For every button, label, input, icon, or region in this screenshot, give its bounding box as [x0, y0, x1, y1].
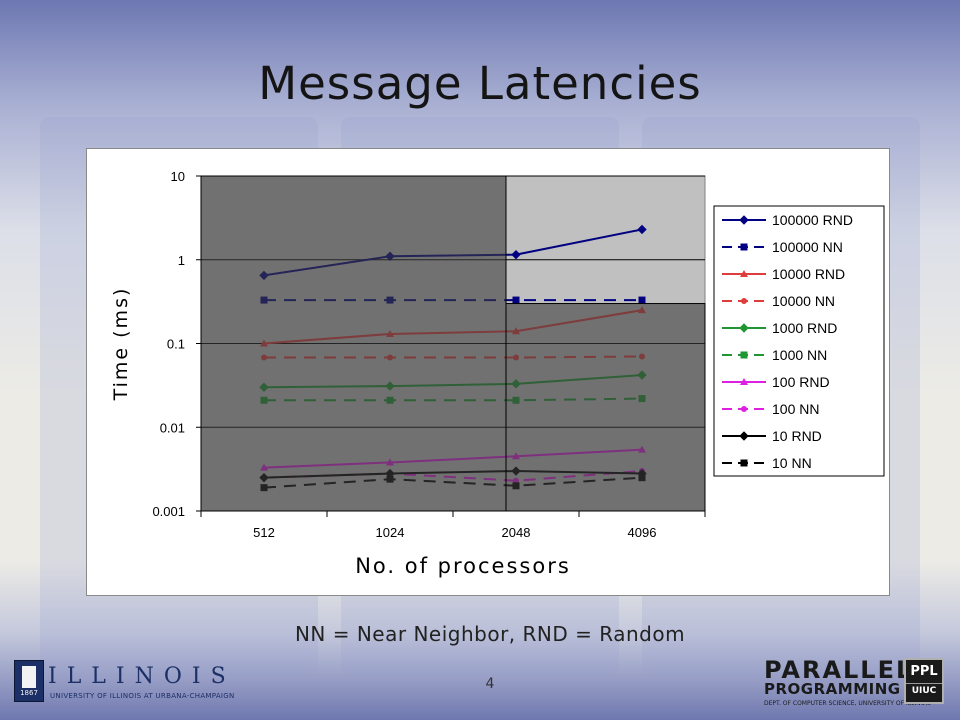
x-tick-label: 512	[253, 525, 275, 540]
chart-container: 0.001 0.01 0.1 1 10 512 1024 2048 4096 No. of pro…	[86, 148, 890, 596]
legend-swatch-marker	[740, 351, 748, 359]
data-point	[638, 296, 646, 304]
legend-swatch-marker	[739, 323, 749, 333]
ppl-badge-top: PPL	[910, 664, 938, 679]
legend-label: 100000 RND	[772, 212, 853, 228]
legend-swatch-marker	[739, 215, 749, 225]
legend-item: 100 NN	[722, 401, 819, 417]
legend-swatch-marker	[740, 378, 748, 385]
x-tick-label: 2048	[502, 525, 531, 540]
legend-footnote: NN = Near Neighbor, RND = Random	[294, 622, 686, 646]
legend-label: 10 RND	[772, 428, 822, 444]
ppl-badge-logo: PPL UIUC	[904, 658, 944, 704]
legend-item: 1000 NN	[722, 347, 827, 363]
illinois-subtitle: UNIVERSITY OF ILLINOIS AT URBANA-CHAMPAI…	[50, 692, 235, 700]
legend-item: 100000 NN	[722, 239, 843, 255]
legend-label: 10000 RND	[772, 266, 845, 282]
legend-item: 100000 RND	[722, 212, 853, 228]
chart-legend: 100000 RND 100000 NN 10000 RND 10000 NN 1000…	[713, 205, 885, 477]
legend-label: 1000 NN	[772, 347, 827, 363]
y-tick-label: 10	[171, 169, 185, 184]
data-point	[511, 249, 521, 260]
latency-chart: 0.001 0.01 0.1 1 10 512 1024 2048 4096 No. of pro…	[110, 169, 885, 578]
legend-label: 1000 RND	[772, 320, 837, 336]
x-tick-label: 4096	[628, 525, 657, 540]
data-point	[512, 296, 520, 304]
legend-swatch-marker	[740, 243, 748, 251]
data-point	[637, 224, 647, 235]
x-tick-label: 1024	[376, 525, 405, 540]
legend-item: 10000 RND	[722, 266, 845, 282]
legend-label: 10000 NN	[772, 293, 835, 309]
legend-item: 1000 RND	[722, 320, 837, 336]
illinois-logo-year: 1867	[20, 689, 38, 697]
ppl-badge-bottom: UIUC	[906, 683, 942, 696]
y-axis-title: Time (ms)	[110, 287, 132, 402]
ppl-logo-line1: PARALLEL	[764, 656, 914, 684]
ppl-logo-line3: DEPT. OF COMPUTER SCIENCE, UNIVERSITY OF…	[764, 700, 931, 707]
legend-swatch-marker	[740, 459, 748, 467]
y-tick-label: 0.01	[160, 420, 185, 435]
illinois-block-i-logo: 1867	[14, 660, 44, 702]
y-tick-label: 0.1	[167, 337, 185, 352]
legend-item: 10 RND	[722, 428, 822, 444]
legend-label: 10 NN	[772, 455, 812, 471]
legend-swatch-marker	[741, 406, 747, 412]
y-tick-label: 1	[178, 253, 185, 268]
legend-swatch-marker	[739, 431, 749, 441]
legend-item: 100 RND	[722, 374, 830, 390]
illinois-wordmark: ILLINOIS	[48, 664, 236, 689]
legend-swatch-marker	[741, 298, 747, 304]
legend-item: 10000 NN	[722, 293, 835, 309]
legend-box	[713, 205, 885, 477]
legend-swatch-marker	[740, 270, 748, 277]
ppl-logo-line2: PROGRAMMING LAB	[764, 680, 941, 698]
page-number: 4	[485, 676, 495, 692]
legend-label: 100000 NN	[772, 239, 843, 255]
overlay-box-right	[505, 303, 706, 512]
y-tick-label: 0.001	[152, 504, 185, 519]
x-axis-title: No. of processors	[355, 554, 571, 578]
legend-label: 100 NN	[772, 401, 819, 417]
overlay-box-left	[200, 175, 507, 512]
slide-title: Message Latencies	[258, 57, 702, 110]
legend-label: 100 RND	[772, 374, 830, 390]
legend-item: 10 NN	[722, 455, 812, 471]
